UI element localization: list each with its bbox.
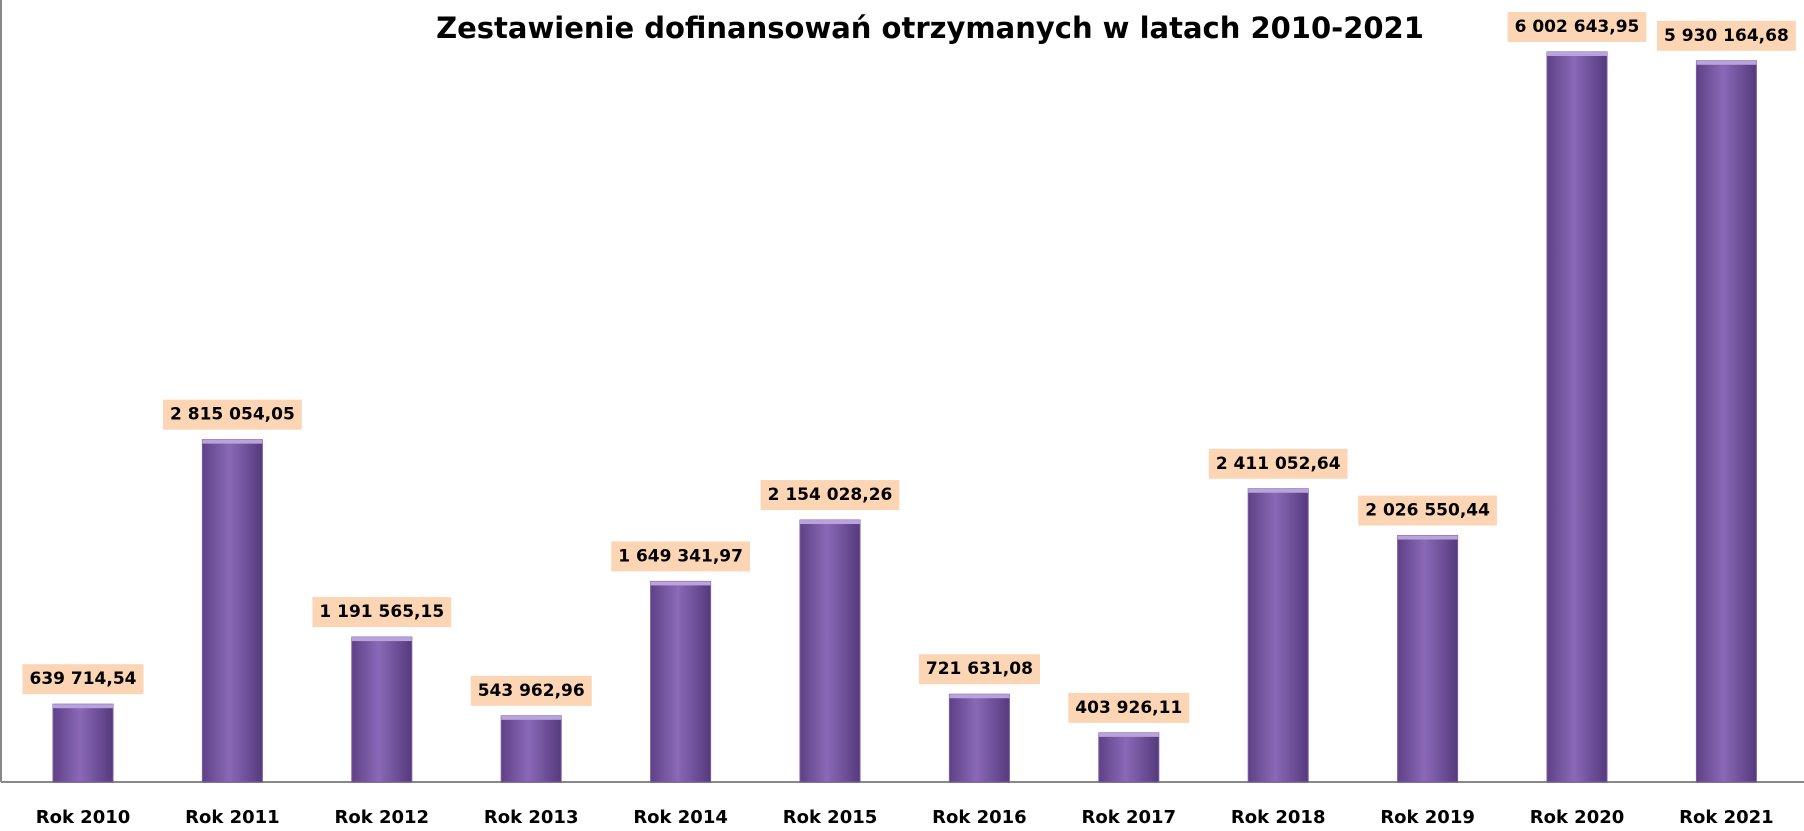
bar-cap <box>1547 51 1607 56</box>
value-label-box <box>163 399 302 430</box>
x-tick-label: Rok 2019 <box>1380 807 1475 828</box>
bar-cap <box>202 439 263 444</box>
value-label: 543 962,96 <box>478 681 585 701</box>
bar-cap <box>351 637 412 642</box>
bar <box>52 703 114 783</box>
value-label-box <box>760 480 900 511</box>
x-tick-label: Rok 2021 <box>1679 807 1774 828</box>
value-label: 2 411 052,64 <box>1216 454 1341 474</box>
bar-cap <box>1696 60 1757 65</box>
bar-cap <box>1098 732 1159 737</box>
x-tick-label: Rok 2020 <box>1530 807 1625 828</box>
bar <box>799 519 861 783</box>
bar-cap <box>650 581 711 586</box>
value-label: 1 191 565,15 <box>319 602 444 622</box>
value-label: 721 631,08 <box>926 659 1033 679</box>
value-label-box <box>470 675 592 706</box>
value-label-box <box>22 664 144 695</box>
value-label-box <box>1208 448 1348 479</box>
bar <box>1546 51 1608 783</box>
x-tick-label: Rok 2018 <box>1231 807 1326 828</box>
bar <box>351 636 413 783</box>
bar-cap <box>1248 488 1309 493</box>
bar <box>500 715 562 783</box>
value-label: 1 649 341,97 <box>618 546 743 566</box>
bar <box>650 580 712 783</box>
value-label-box <box>1657 20 1796 51</box>
x-tick-label: Rok 2014 <box>633 807 728 828</box>
bar <box>1695 60 1757 783</box>
value-label: 2 815 054,05 <box>170 405 295 425</box>
x-tick-label: Rok 2010 <box>36 807 131 828</box>
bar <box>948 693 1010 783</box>
x-tick-label: Rok 2016 <box>932 807 1027 828</box>
bar <box>201 439 263 783</box>
x-tick-label: Rok 2013 <box>484 807 579 828</box>
value-label-box <box>312 597 452 628</box>
chart-title: Zestawienie dofinansowań otrzymanych w l… <box>436 11 1424 45</box>
bar <box>1397 535 1459 783</box>
value-label-box <box>1358 495 1497 526</box>
bar-cap <box>800 520 860 525</box>
bar-cap <box>1397 535 1458 540</box>
value-label: 639 714,54 <box>29 669 136 689</box>
value-label: 403 926,11 <box>1075 698 1182 718</box>
value-label: 2 026 550,44 <box>1365 501 1490 521</box>
x-tick-label: Rok 2017 <box>1082 807 1177 828</box>
bar-cap <box>53 704 113 709</box>
value-label: 2 154 028,26 <box>768 485 893 505</box>
x-tick-label: Rok 2011 <box>185 807 280 828</box>
value-label-box <box>611 541 750 572</box>
bar <box>1098 732 1160 783</box>
value-label: 6 002 643,95 <box>1515 17 1640 37</box>
bar <box>1247 488 1309 783</box>
x-tick-label: Rok 2012 <box>335 807 430 828</box>
bar-cap <box>501 715 562 720</box>
value-label-box <box>1068 692 1190 723</box>
value-label-box <box>1507 11 1647 42</box>
bar-cap <box>949 694 1010 699</box>
x-tick-label: Rok 2015 <box>783 807 878 828</box>
value-label-box <box>918 654 1040 685</box>
value-label: 5 930 164,68 <box>1664 26 1789 46</box>
